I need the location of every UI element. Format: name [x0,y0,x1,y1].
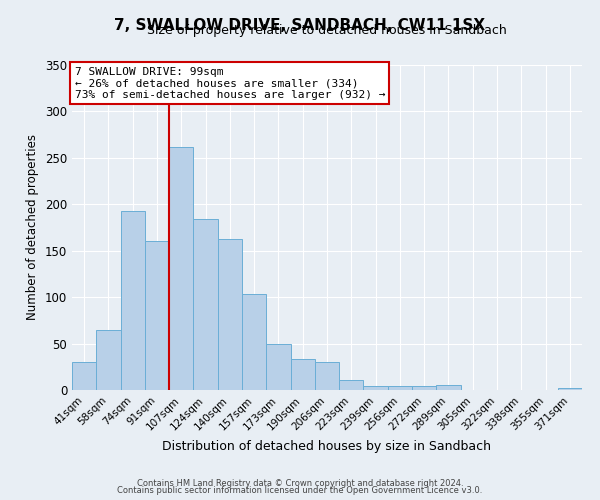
Bar [218,238,242,390]
Bar [436,386,461,390]
Bar [242,294,266,390]
Bar [169,146,193,390]
Text: Contains public sector information licensed under the Open Government Licence v3: Contains public sector information licen… [118,486,482,495]
Bar [315,362,339,390]
Bar [193,219,218,390]
Text: Contains HM Land Registry data © Crown copyright and database right 2024.: Contains HM Land Registry data © Crown c… [137,478,463,488]
X-axis label: Distribution of detached houses by size in Sandbach: Distribution of detached houses by size … [163,440,491,453]
Y-axis label: Number of detached properties: Number of detached properties [26,134,40,320]
Title: Size of property relative to detached houses in Sandbach: Size of property relative to detached ho… [147,24,507,38]
Bar [388,386,412,390]
Text: 7 SWALLOW DRIVE: 99sqm
← 26% of detached houses are smaller (334)
73% of semi-de: 7 SWALLOW DRIVE: 99sqm ← 26% of detached… [74,66,385,100]
Bar [96,330,121,390]
Bar [364,386,388,390]
Bar [121,211,145,390]
Bar [558,388,582,390]
Bar [290,360,315,390]
Bar [339,380,364,390]
Bar [412,386,436,390]
Bar [72,362,96,390]
Bar [145,242,169,390]
Bar [266,344,290,390]
Text: 7, SWALLOW DRIVE, SANDBACH, CW11 1SX: 7, SWALLOW DRIVE, SANDBACH, CW11 1SX [115,18,485,32]
